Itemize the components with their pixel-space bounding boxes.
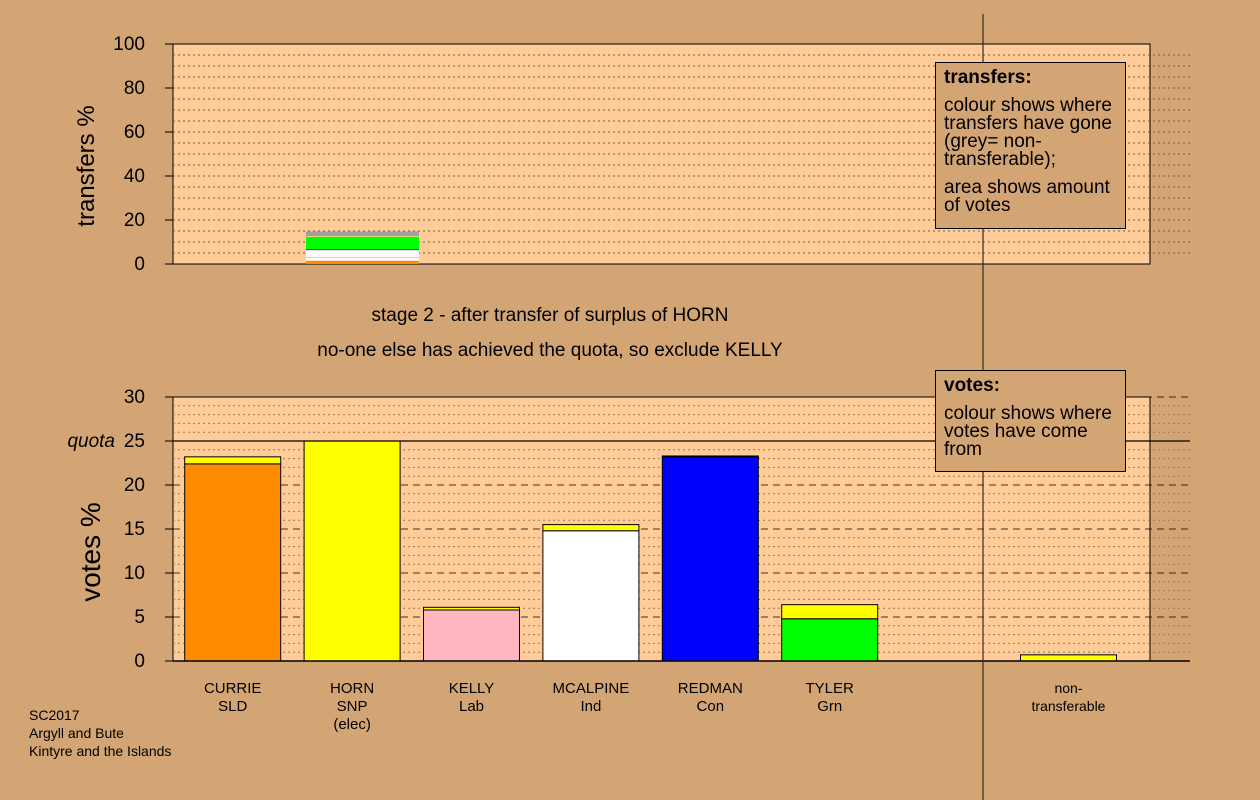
vote-segment (661, 456, 759, 662)
votes-y-tick-label: 10 (124, 563, 145, 584)
candidate-label: HORN (330, 680, 374, 697)
transfer-segment (306, 236, 419, 237)
candidate-label: Ind (580, 698, 601, 715)
votes-y-tick-label: 15 (124, 519, 145, 540)
votes-y-axis-label: votes % (75, 502, 106, 602)
votes-y-tick-label: 5 (134, 607, 145, 628)
footer-ward: Kintyre and the Islands (29, 743, 172, 759)
quota-label: quota (67, 431, 115, 452)
vote-segment (542, 530, 640, 662)
vote-segment (661, 455, 759, 458)
footer-election: SC2017 (29, 707, 80, 723)
stage-caption: stage 2 - after transfer of surplus of H… (371, 305, 729, 326)
vote-segment (303, 440, 401, 662)
candidate-label: SLD (218, 698, 247, 715)
vote-segment (1020, 654, 1117, 662)
transfers-y-tick-label: 0 (134, 254, 145, 275)
vote-segment (781, 618, 879, 662)
election-footer: SC2017 Argyll and Bute Kintyre and the I… (29, 706, 171, 760)
transfer-segment (306, 257, 419, 261)
candidate-label: non- (1054, 680, 1082, 696)
exclusion-caption: no-one else has achieved the quota, so e… (317, 340, 783, 361)
transfer-segment (306, 231, 419, 237)
candidate-label: MCALPINE (553, 680, 630, 697)
transfers-legend-line-1: colour shows where transfers have gone (… (944, 95, 1112, 170)
transfer-segment (306, 256, 419, 258)
transfers-y-tick-label: 100 (113, 34, 145, 55)
candidate-label: Grn (817, 698, 842, 715)
votes-legend: votes: colour shows where votes have com… (935, 370, 1126, 472)
vote-segment (542, 524, 640, 532)
votes-y-tick-label: 0 (134, 651, 145, 672)
votes-legend-line-1: colour shows where votes have come from (944, 403, 1112, 460)
vote-segment (423, 609, 520, 662)
transfers-y-tick-label: 60 (124, 122, 145, 143)
vote-segment (184, 456, 282, 465)
candidate-label: Con (697, 698, 725, 715)
votes-y-tick-label: 30 (124, 387, 145, 408)
votes-y-tick-label: 25 (124, 431, 145, 452)
candidate-label: SNP (337, 698, 368, 715)
candidate-label: (elec) (333, 716, 371, 733)
votes-legend-title: votes: (944, 375, 1000, 396)
transfer-segment (306, 260, 419, 264)
candidate-label: TYLER (806, 680, 855, 697)
footer-council: Argyll and Bute (29, 725, 124, 741)
transfer-segment (306, 236, 419, 250)
candidate-label: Lab (459, 698, 484, 715)
vote-segment (423, 606, 520, 611)
vote-segment (781, 604, 879, 620)
candidate-label: REDMAN (678, 680, 743, 697)
transfer-segment (306, 249, 419, 251)
transfers-y-tick-label: 80 (124, 78, 145, 99)
transfers-legend: transfers: colour shows where transfers … (935, 62, 1126, 229)
candidate-label: CURRIE (204, 680, 262, 697)
transfer-segment (306, 250, 419, 257)
transfers-legend-title: transfers: (944, 67, 1032, 88)
transfers-y-tick-label: 40 (124, 166, 145, 187)
candidate-label: transferable (1032, 698, 1106, 714)
votes-y-tick-label: 20 (124, 475, 145, 496)
transfers-legend-line-2: area shows amount of votes (944, 177, 1110, 216)
candidate-label: KELLY (449, 680, 495, 697)
transfers-y-tick-label: 20 (124, 210, 145, 231)
vote-segment (184, 463, 282, 662)
transfers-y-axis-label: transfers % (73, 105, 100, 226)
